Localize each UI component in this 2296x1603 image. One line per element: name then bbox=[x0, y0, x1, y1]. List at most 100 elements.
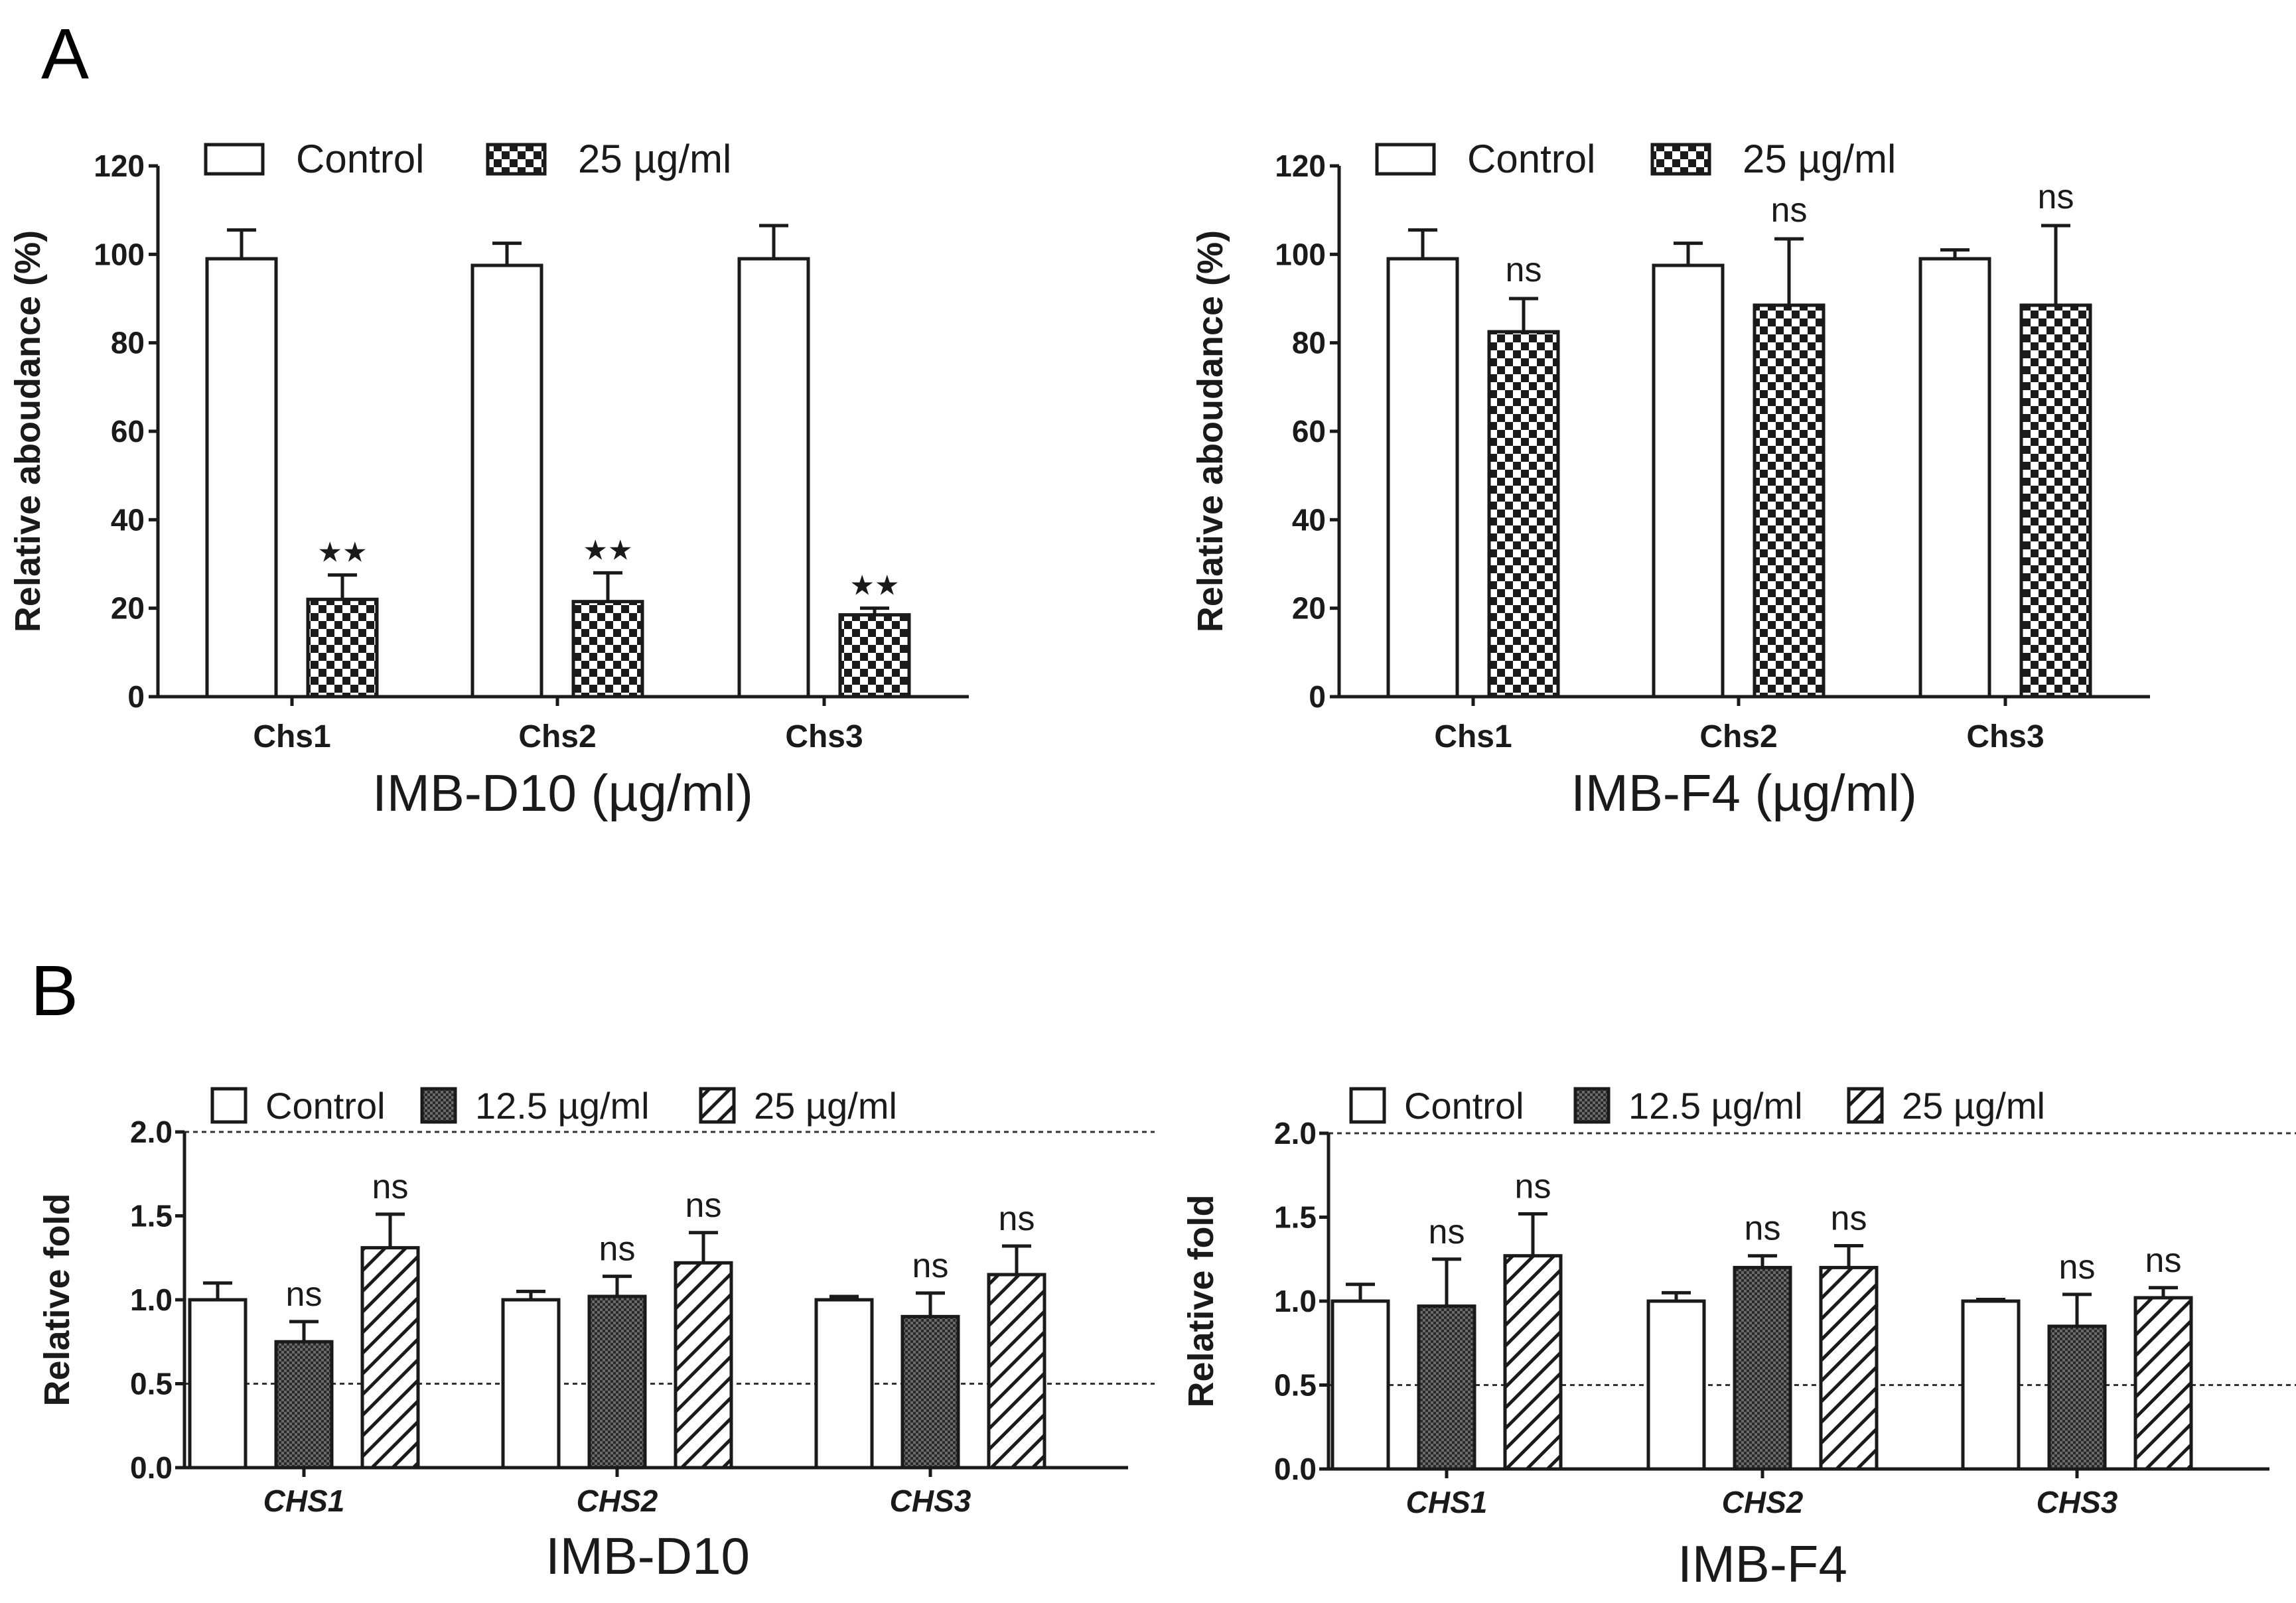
y-tick-label: 20 bbox=[1292, 591, 1326, 626]
bar-25-g-ml-chs1 bbox=[306, 597, 379, 699]
y-axis-label: Relative aboudance (%) bbox=[1190, 230, 1230, 632]
x-category-label-chs3: CHS3 bbox=[2037, 1485, 2118, 1519]
bar-control-chs3 bbox=[1961, 1299, 2021, 1471]
bar-12-5-g-ml-chs2 bbox=[1733, 1265, 1792, 1471]
bar-25-g-ml-chs2 bbox=[1819, 1265, 1879, 1471]
x-category-label-chs3: Chs3 bbox=[785, 719, 863, 754]
y-axis-label: Relative aboudance (%) bbox=[8, 230, 48, 632]
y-axis-label: Relative fold bbox=[1181, 1194, 1221, 1407]
y-tick-label: 60 bbox=[111, 414, 145, 449]
legend-label-25-g-ml: 25 µg/ml bbox=[578, 137, 731, 181]
legend-label-12-5-g-ml: 12.5 µg/ml bbox=[475, 1085, 650, 1127]
significance-label: ns bbox=[1429, 1213, 1465, 1251]
bar-12-5-g-ml-chs3 bbox=[2047, 1324, 2107, 1471]
y-tick-label: 100 bbox=[1275, 237, 1326, 271]
bar-25-g-ml-chs1 bbox=[360, 1246, 420, 1470]
significance-label: ns bbox=[286, 1275, 323, 1314]
y-tick-label: 1.5 bbox=[1274, 1200, 1317, 1235]
y-axis-label: Relative fold bbox=[37, 1193, 77, 1406]
legend-swatch-25-g-ml bbox=[699, 1087, 736, 1124]
chart-a-imb-d10: 0 20 40 60 80 100 120 Relative aboudance (%) Chs… bbox=[8, 137, 969, 822]
bar-control-chs3 bbox=[814, 1298, 874, 1470]
significance-label: ns bbox=[1515, 1167, 1551, 1206]
significance-label: ns bbox=[1506, 251, 1542, 289]
y-tick-label: 0.0 bbox=[1274, 1452, 1317, 1486]
legend: Control 12.5 µg/ml 25 µg/ml bbox=[1349, 1085, 2045, 1127]
bar-12-5-g-ml-chs2 bbox=[587, 1294, 647, 1470]
significance-label: ★★ bbox=[849, 570, 899, 601]
significance-label: ns bbox=[1831, 1200, 1867, 1238]
legend-swatch-12-5-g-ml bbox=[420, 1087, 457, 1124]
y-tick-label: 60 bbox=[1292, 414, 1326, 449]
x-category-label-chs2: Chs2 bbox=[518, 719, 596, 754]
x-axis-title: IMB-F4 bbox=[1678, 1535, 1847, 1593]
bar-control-chs1 bbox=[188, 1298, 248, 1470]
x-category-label-chs1: CHS1 bbox=[1406, 1485, 1488, 1519]
bar-25-g-ml-chs2 bbox=[674, 1261, 733, 1470]
bar-control-chs2 bbox=[1652, 263, 1725, 699]
significance-label: ★★ bbox=[317, 537, 367, 568]
y-tick-label: 120 bbox=[1275, 149, 1326, 183]
y-tick-label: 120 bbox=[94, 149, 145, 183]
legend-label-control: Control bbox=[1404, 1085, 1524, 1127]
y-tick-label: 0 bbox=[127, 679, 145, 714]
bar-control-chs2 bbox=[470, 263, 543, 699]
legend-label-control: Control bbox=[1467, 137, 1595, 181]
bar-control-chs1 bbox=[205, 257, 278, 699]
bar-control-chs3 bbox=[1918, 257, 1991, 699]
significance-label: ns bbox=[999, 1200, 1035, 1238]
y-tick-label: 0.5 bbox=[1274, 1368, 1317, 1403]
legend-swatch-control bbox=[1375, 143, 1436, 176]
legend: Control 25 µg/ml bbox=[1375, 137, 1896, 181]
y-tick-label: 0.0 bbox=[130, 1450, 173, 1485]
x-category-label-chs2: Chs2 bbox=[1699, 719, 1777, 754]
y-tick-label: 80 bbox=[111, 326, 145, 360]
bar-control-chs2 bbox=[1646, 1299, 1706, 1471]
significance-label: ns bbox=[2059, 1248, 2096, 1287]
significance-label: ns bbox=[2038, 178, 2074, 216]
bar-12-5-g-ml-chs1 bbox=[274, 1340, 334, 1470]
x-category-label-chs1: Chs1 bbox=[253, 719, 330, 754]
bar-25-g-ml-chs2 bbox=[1753, 303, 1826, 699]
legend: Control 25 µg/ml bbox=[204, 137, 731, 181]
bar-control-chs1 bbox=[1330, 1299, 1390, 1471]
y-tick-label: 20 bbox=[111, 591, 145, 626]
significance-label: ns bbox=[599, 1230, 636, 1269]
y-tick-label: 1.5 bbox=[130, 1199, 173, 1233]
y-tick-label: 40 bbox=[111, 502, 145, 537]
x-axis-title: IMB-D10 (µg/ml) bbox=[372, 764, 753, 822]
x-axis-title: IMB-D10 bbox=[545, 1527, 750, 1585]
significance-label: ns bbox=[1745, 1210, 1781, 1248]
legend-label-12-5-g-ml: 12.5 µg/ml bbox=[1628, 1085, 1803, 1127]
legend: Control 12.5 µg/ml 25 µg/ml bbox=[210, 1085, 897, 1127]
y-tick-label: 100 bbox=[94, 237, 145, 271]
x-category-label-chs1: CHS1 bbox=[263, 1484, 345, 1518]
bar-12-5-g-ml-chs3 bbox=[900, 1314, 960, 1470]
legend-swatch-25-g-ml bbox=[1650, 143, 1711, 176]
legend-swatch-25-g-ml bbox=[486, 143, 547, 176]
chart-b-imb-f4: 0.0 0.5 1.0 1.5 2.0 Relative fold CHS1 CHS2 CHS3… bbox=[1181, 1085, 2296, 1593]
bar-25-g-ml-chs3 bbox=[838, 613, 911, 699]
legend-swatch-control bbox=[1349, 1087, 1386, 1124]
x-category-label-chs3: Chs3 bbox=[1966, 719, 2044, 754]
chart-a-imb-f4: 0 20 40 60 80 100 120 Relative aboudance (%) Chs… bbox=[1190, 137, 2150, 822]
bar-25-g-ml-chs2 bbox=[571, 600, 644, 699]
bar-12-5-g-ml-chs1 bbox=[1417, 1304, 1476, 1471]
y-tick-label: 2.0 bbox=[130, 1115, 173, 1149]
bar-25-g-ml-chs3 bbox=[2019, 303, 2092, 699]
y-tick-label: 1.0 bbox=[130, 1283, 173, 1317]
significance-label: ★★ bbox=[583, 534, 632, 565]
legend-swatch-25-g-ml bbox=[1847, 1087, 1884, 1124]
legend-label-25-g-ml: 25 µg/ml bbox=[754, 1085, 897, 1127]
bar-25-g-ml-chs3 bbox=[987, 1273, 1046, 1470]
legend-swatch-control bbox=[210, 1087, 248, 1124]
significance-label: ns bbox=[912, 1247, 949, 1285]
bar-control-chs2 bbox=[501, 1298, 561, 1470]
legend-label-25-g-ml: 25 µg/ml bbox=[1743, 137, 1896, 181]
significance-label: ns bbox=[372, 1168, 409, 1206]
significance-label: ns bbox=[1771, 191, 1808, 230]
significance-label: ns bbox=[2145, 1241, 2182, 1280]
x-category-label-chs3: CHS3 bbox=[890, 1484, 971, 1518]
y-tick-label: 1.0 bbox=[1274, 1284, 1317, 1318]
